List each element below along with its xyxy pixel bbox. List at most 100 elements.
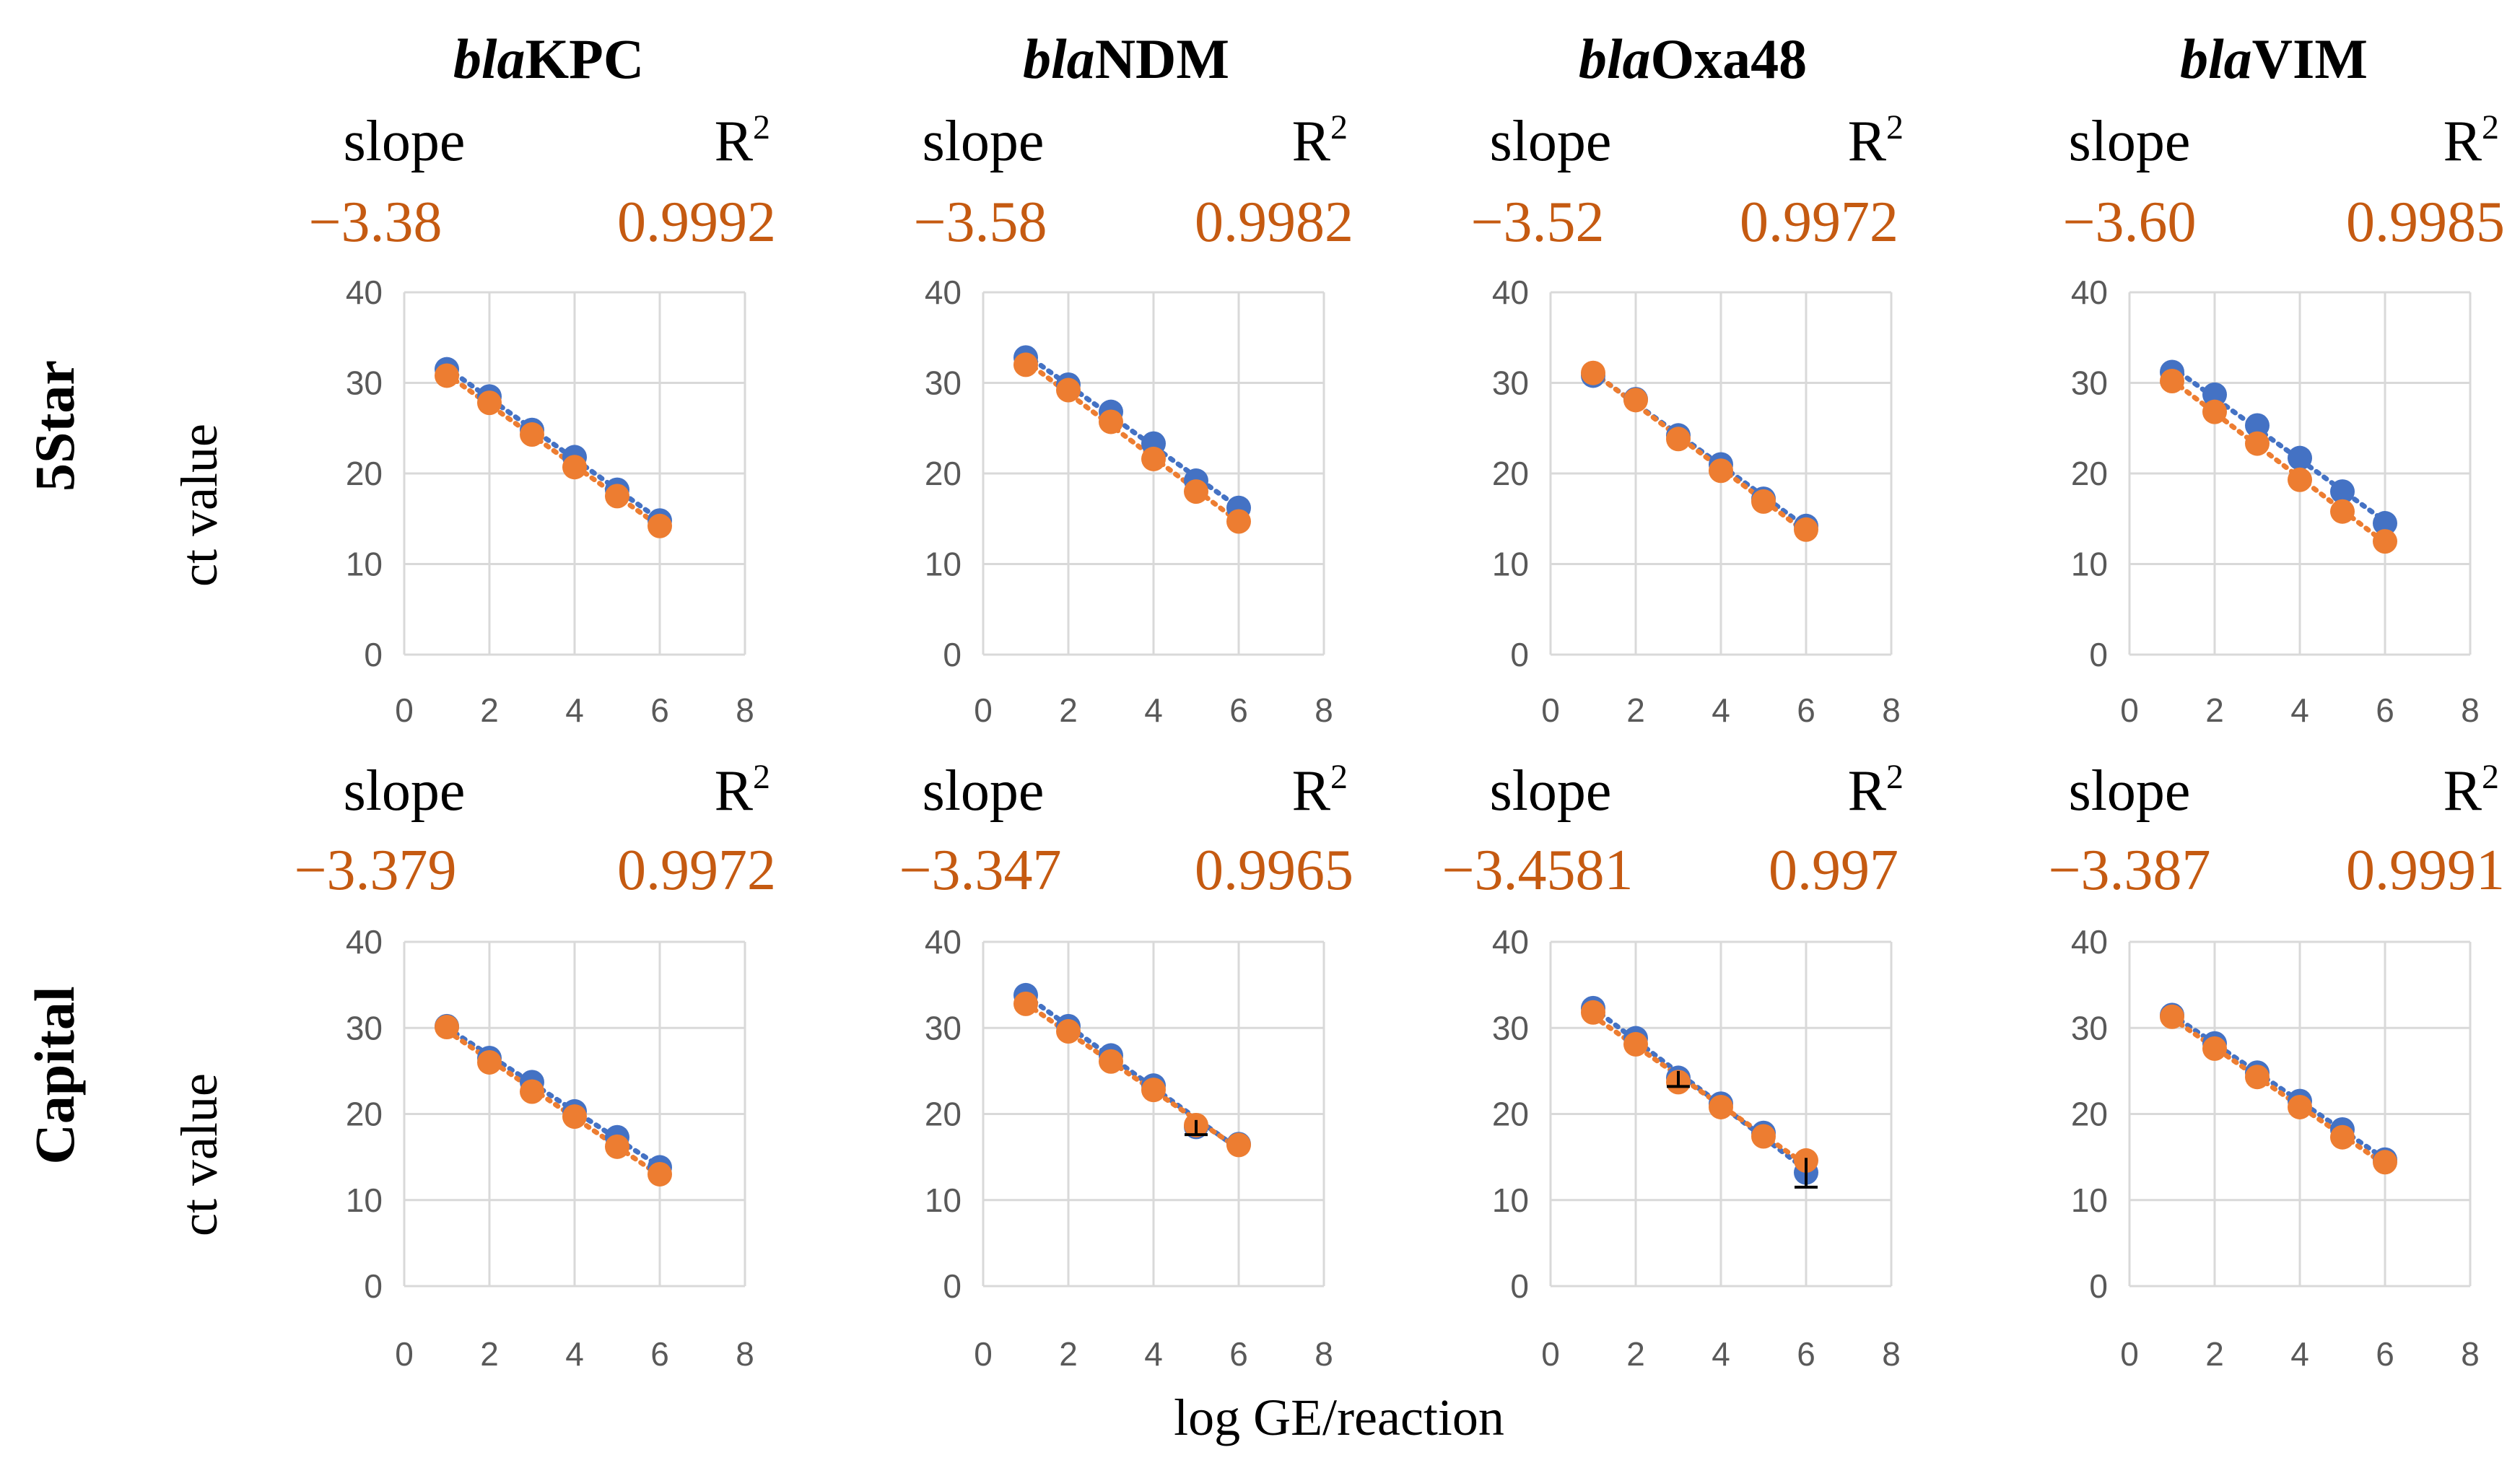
point-orange — [1226, 509, 1251, 534]
x-tick-label: 0 — [2120, 691, 2139, 729]
panel-5star-blandm: slope R2 −3.58 0.9982 0 10 20 30 40 0 2 4 6 8 — [913, 108, 1353, 729]
point-orange — [1709, 458, 1733, 484]
slope-label: slope — [2069, 759, 2191, 823]
gene-title-vim: blaVIM — [2180, 27, 2368, 90]
point-orange — [562, 1104, 587, 1130]
r2-label: R2 — [1292, 108, 1348, 173]
x-tick-label: 6 — [1229, 1335, 1248, 1373]
y-tick-label: 10 — [925, 1181, 962, 1219]
r2-label: R2 — [2443, 758, 2499, 823]
point-orange — [1794, 517, 1818, 542]
x-tick-label: 4 — [1712, 1335, 1730, 1373]
slope-label: slope — [923, 110, 1045, 173]
y-tick-label: 30 — [346, 1009, 383, 1047]
r2-value: 0.9972 — [617, 839, 776, 902]
x-tick-label: 4 — [565, 1335, 584, 1373]
y-tick-label: 40 — [2071, 923, 2108, 961]
point-orange — [2245, 431, 2270, 456]
y-tick-label: 40 — [346, 274, 383, 311]
point-orange — [520, 422, 544, 447]
point-orange — [2330, 499, 2355, 524]
point-blue — [2330, 479, 2355, 504]
x-tick-label: 2 — [480, 691, 499, 729]
r2-value: 0.9991 — [2346, 839, 2505, 902]
slope-value: −3.60 — [2062, 191, 2196, 254]
point-blue — [2373, 511, 2397, 536]
point-orange — [605, 1134, 629, 1159]
point-blue — [2202, 382, 2227, 407]
point-orange — [477, 390, 502, 416]
slope-label: slope — [1490, 759, 1612, 823]
trendline-orange — [1590, 370, 1809, 536]
gene-title-kpc: blaKPC — [453, 27, 644, 90]
r2-label: R2 — [1848, 758, 1904, 823]
point-orange — [1581, 1000, 1605, 1025]
point-orange — [1013, 352, 1038, 377]
y-tick-label: 30 — [2071, 1009, 2108, 1047]
x-tick-label: 6 — [2376, 691, 2394, 729]
point-orange — [435, 363, 459, 388]
panel-capital-blavim: slope R2 −3.387 0.9991 0 10 20 30 40 0 2 4 6 8 — [2048, 758, 2505, 1373]
x-tick-label: 4 — [1712, 691, 1730, 729]
y-tick-label: 40 — [1492, 274, 1529, 311]
x-tick-label: 2 — [1059, 1335, 1078, 1373]
y-tick-label: 40 — [1492, 923, 1529, 961]
slope-label: slope — [1490, 110, 1612, 173]
point-orange — [520, 1079, 544, 1104]
point-orange — [1623, 1031, 1648, 1057]
panel-capital-blaoxa48: slope R2 −3.4581 0.997 0 10 20 30 40 0 2 4 6 8 — [1442, 758, 1904, 1373]
panel-5star-blaoxa48: slope R2 −3.52 0.9972 0 10 20 30 40 0 2 4 6 8 — [1470, 108, 1904, 729]
y-tick-label: 20 — [1492, 1096, 1529, 1133]
x-tick-label: 6 — [650, 1335, 669, 1373]
point-orange — [2373, 529, 2397, 554]
point-orange — [1226, 1132, 1251, 1158]
x-tick-label: 2 — [1626, 1335, 1645, 1373]
point-orange — [2202, 399, 2227, 424]
panel-capital-blandm: slope R2 −3.347 0.9965 0 10 20 30 40 0 2 4 6 8 — [899, 758, 1353, 1373]
r2-value: 0.9982 — [1195, 191, 1353, 254]
r2-value: 0.997 — [1769, 839, 1898, 902]
slope-label: slope — [344, 759, 466, 823]
slope-label: slope — [2069, 110, 2191, 173]
x-tick-label: 6 — [1797, 691, 1815, 729]
row-label-5star: 5Star — [23, 360, 86, 491]
y-tick-label: 0 — [1510, 1267, 1529, 1305]
y-tick-label: 20 — [2071, 455, 2108, 492]
x-tick-label: 2 — [2205, 691, 2224, 729]
x-tick-label: 8 — [2461, 691, 2480, 729]
point-orange — [2288, 1094, 2312, 1119]
slope-value: −3.387 — [2048, 839, 2210, 902]
point-orange — [562, 455, 587, 480]
point-orange — [2373, 1150, 2397, 1175]
point-orange — [1623, 388, 1648, 413]
x-tick-label: 8 — [1882, 691, 1901, 729]
point-orange — [1184, 479, 1208, 504]
slope-value: −3.52 — [1470, 191, 1604, 254]
y-tick-label: 30 — [1492, 364, 1529, 402]
y-tick-label: 30 — [2071, 364, 2108, 402]
slope-value: −3.379 — [294, 839, 456, 902]
x-tick-label: 0 — [974, 1335, 993, 1373]
x-tick-label: 0 — [974, 691, 993, 729]
x-tick-label: 6 — [650, 691, 669, 729]
r2-value: 0.9972 — [1740, 191, 1898, 254]
y-tick-label: 30 — [346, 364, 383, 402]
x-tick-label: 4 — [2290, 1335, 2309, 1373]
r2-label: R2 — [715, 758, 770, 823]
point-blue — [2288, 445, 2312, 471]
y-tick-label: 30 — [925, 1009, 962, 1047]
x-tick-label: 2 — [2205, 1335, 2224, 1373]
x-tick-label: 6 — [1797, 1335, 1815, 1373]
point-orange — [1099, 409, 1123, 434]
y-tick-label: 20 — [1492, 455, 1529, 492]
x-axis-label: log GE/reaction — [1174, 1389, 1504, 1446]
x-tick-label: 0 — [395, 691, 414, 729]
y-tick-label: 30 — [1492, 1009, 1529, 1047]
point-orange — [1013, 991, 1038, 1016]
x-tick-label: 0 — [1541, 1335, 1560, 1373]
row-label-capital: Capital — [23, 986, 86, 1164]
gene-title-ndm: blaNDM — [1023, 27, 1229, 90]
r2-value: 0.9965 — [1195, 839, 1353, 902]
x-tick-label: 0 — [1541, 691, 1560, 729]
